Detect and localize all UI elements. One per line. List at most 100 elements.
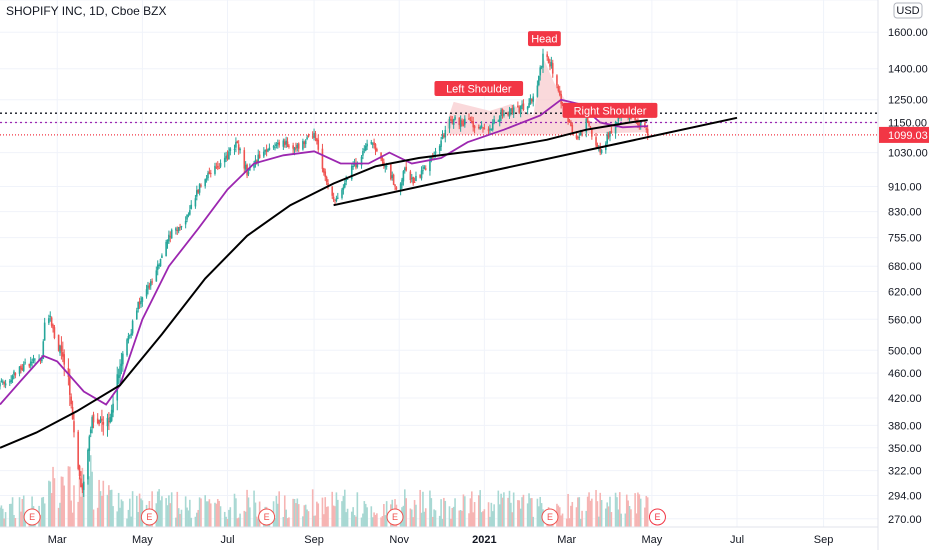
candle-body [10,379,12,383]
time-axis[interactable]: Mar May Jul Sep Nov 2021 Mar May Jul Sep [48,534,834,546]
earnings-marker[interactable]: E [23,508,41,526]
candle-body [42,341,45,359]
volume-bar [356,492,359,527]
earnings-letter: E [146,512,152,522]
time-tick-label: Jul [730,534,744,546]
candle-body [578,136,581,138]
earnings-marker[interactable]: E [648,508,666,526]
candle-body [335,198,338,202]
volume-bar [127,509,130,527]
volume-bar [165,498,167,527]
annotation-label[interactable]: Right Shoulder [562,102,658,118]
candle-body [588,121,590,126]
volume-bar [362,513,364,527]
volume-bar [595,489,597,527]
candle-body [415,175,417,182]
volume-bar [0,505,3,527]
candle-body [223,157,226,163]
currency-badge[interactable]: USD [893,2,923,19]
price-axis[interactable]: 270.00 294.00 322.00 350.00 380.00 420.00 460.… [879,27,929,526]
candle-body [542,53,544,68]
candle-body [186,214,188,220]
volume-bar [618,492,621,527]
earnings-marker[interactable]: E [258,508,276,526]
volume-bar [208,499,211,527]
volume-bar [346,508,349,527]
volume-bar [112,506,114,527]
last-price-tag[interactable] [879,126,929,143]
candle-body [607,133,610,138]
candle-body [366,143,368,147]
volume-bar [324,497,327,527]
candle-body [374,144,377,151]
pattern-shading [446,57,648,135]
candle-body [630,116,632,120]
price-tick-label: 830.00 [888,207,922,219]
neckline[interactable] [333,116,738,207]
volume-bar [332,505,335,527]
candle-body [507,112,509,116]
candle-body [412,176,414,184]
candle-body [342,187,345,190]
annotation-label[interactable]: Head [527,31,561,47]
volume-bar [635,513,638,527]
volume-bar [216,498,219,527]
neckline-group[interactable] [333,116,738,207]
candle-body [108,421,110,423]
volume-bar [169,503,172,527]
volume-bar [469,498,472,527]
volume-bar [21,499,24,527]
volume-bar [108,485,110,527]
candle-body [522,103,525,110]
volume-bar [295,503,297,527]
candle-body [313,133,315,138]
volume-bar [363,501,366,527]
volume-bar [247,497,250,527]
volume-bar [645,495,648,527]
candle-body [60,345,63,352]
candle-body [413,181,416,183]
candle-body [247,171,250,175]
earnings-marker[interactable]: E [541,508,559,526]
candle-body [510,108,512,112]
candle-body [469,120,472,122]
earnings-marker[interactable]: E [386,508,404,526]
candle-body [237,144,240,150]
ma-short-line [0,98,648,406]
candle-body [462,124,465,126]
volume-bar [638,494,641,527]
candle-body [487,128,490,132]
volume-bar [625,494,628,527]
candle-body [110,409,113,421]
volume-bar [433,509,435,527]
candle-body [346,178,349,180]
candle-body [373,142,375,145]
volume-bar [237,517,240,527]
volume-bar [198,497,201,527]
earnings-marker[interactable]: E [140,508,158,526]
volume-bar [236,518,239,527]
candle-body [546,54,548,58]
candle-body [168,234,170,242]
candle-body [508,111,511,117]
candle-body [131,320,134,334]
pattern-annotations[interactable]: Head Left Shoulder Right Shoulder [434,31,658,118]
candle-body [423,166,426,169]
volume-bar [430,498,433,527]
volume-bar [413,500,416,527]
candle-body [459,119,462,127]
volume-bar [239,513,241,527]
candle-body [184,220,187,225]
volume-bar [609,496,611,527]
candle-body [117,375,120,378]
volume-bar [209,503,212,527]
candle-body [558,90,561,95]
candlesticks[interactable] [0,48,649,497]
volume-bar [156,491,159,527]
annotation-label[interactable]: Left Shoulder [434,80,524,96]
candle-body [137,301,139,310]
candle-body [336,197,339,199]
candle-body [390,164,392,180]
